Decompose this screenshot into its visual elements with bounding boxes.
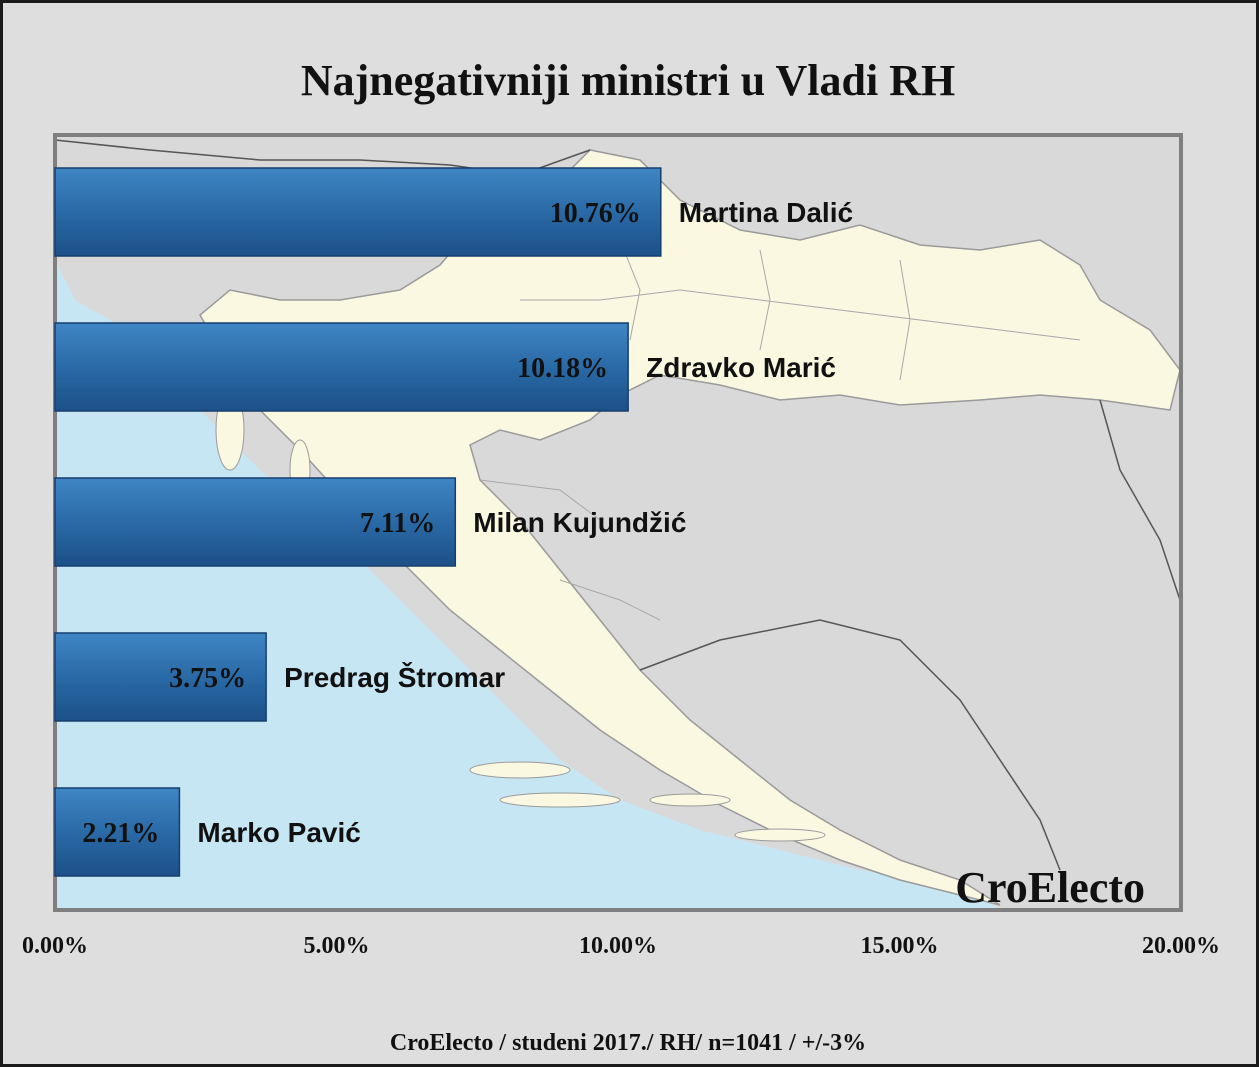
- sea-shape: [55, 260, 1000, 910]
- data-label: 7.11%: [360, 508, 435, 539]
- category-label: Marko Pavić: [197, 817, 360, 848]
- x-tick-label: 20.00%: [1142, 933, 1220, 959]
- category-label: Milan Kujundžić: [473, 507, 686, 538]
- data-label: 3.75%: [169, 663, 246, 694]
- bar-milan-kujundzic: [54, 477, 457, 567]
- x-axis: 0.00% 5.00% 10.00% 15.00% 20.00%: [22, 933, 1220, 959]
- data-label: 2.21%: [82, 818, 159, 849]
- x-tick-label: 10.00%: [579, 933, 657, 959]
- source-note: CroElecto / studeni 2017./ RH/ n=1041 / …: [390, 1030, 866, 1056]
- data-label: 10.76%: [550, 198, 641, 229]
- brand-watermark: CroElecto: [955, 863, 1145, 912]
- category-label: Zdravko Marić: [646, 352, 836, 383]
- x-tick-label: 5.00%: [304, 933, 370, 959]
- category-label: Martina Dalić: [679, 197, 853, 228]
- county-borders: [479, 239, 1081, 621]
- bar-marko-pavic: [54, 787, 181, 877]
- bar-predrag-stromar: [54, 632, 267, 722]
- data-label: 10.18%: [517, 353, 608, 384]
- category-label: Predrag Štromar: [284, 661, 505, 693]
- bar-zdravko-maric: [54, 322, 629, 412]
- x-tick-label: 15.00%: [861, 933, 939, 959]
- chart-title: Najnegativniji ministri u Vladi RH: [301, 56, 955, 105]
- data-labels: 10.76% 10.18% 7.11% 3.75% 2.21%: [82, 198, 640, 849]
- category-labels: Martina Dalić Zdravko Marić Milan Kujund…: [197, 197, 853, 848]
- bar-martina-dalic: [54, 167, 662, 257]
- bars-group: [54, 167, 662, 877]
- x-tick-label: 0.00%: [22, 933, 88, 959]
